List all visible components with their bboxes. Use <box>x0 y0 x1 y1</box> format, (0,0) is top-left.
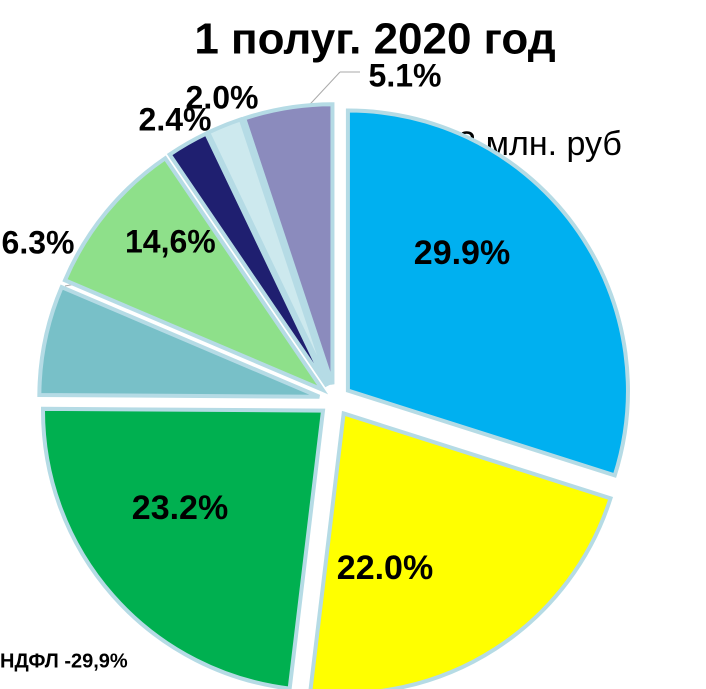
data-label: 5.1% <box>369 57 442 93</box>
data-label: 6.3% <box>2 224 75 260</box>
pie-slice <box>308 410 614 689</box>
pie-slice <box>41 406 326 689</box>
pie-slice <box>345 108 630 478</box>
pie-slice <box>205 116 331 387</box>
pie-slice <box>241 102 335 385</box>
pie-slice <box>62 155 329 395</box>
pie-slice <box>37 284 321 399</box>
data-label: 22.0% <box>337 549 433 587</box>
annotation: 14,6% <box>125 223 216 259</box>
data-label: 23.2% <box>132 489 228 527</box>
data-label: 2.0% <box>186 79 259 115</box>
data-label: 2.4% <box>139 101 212 137</box>
data-label: 29.9% <box>414 234 510 272</box>
annotation: НДФЛ -29,9% <box>0 650 128 672</box>
chart-title: 1 полуг. 2020 год <box>194 15 555 64</box>
pie-slice <box>166 130 329 388</box>
